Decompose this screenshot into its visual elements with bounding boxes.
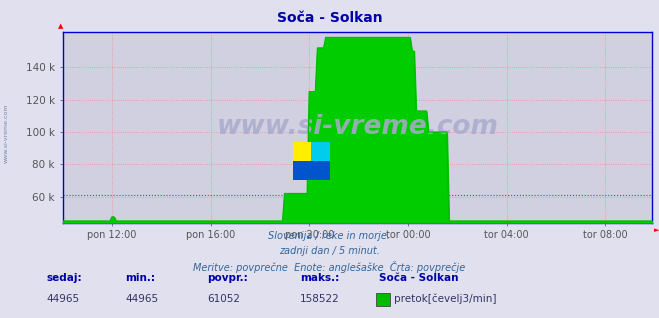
Text: www.si-vreme.com: www.si-vreme.com — [217, 114, 498, 140]
Text: pretok[čevelj3/min]: pretok[čevelj3/min] — [394, 294, 497, 304]
Text: zadnji dan / 5 minut.: zadnji dan / 5 minut. — [279, 246, 380, 256]
Text: www.si-vreme.com: www.si-vreme.com — [4, 104, 9, 163]
Text: sedaj:: sedaj: — [46, 273, 82, 283]
Bar — [312, 142, 330, 161]
Text: Soča - Solkan: Soča - Solkan — [277, 11, 382, 25]
Text: 61052: 61052 — [208, 294, 241, 304]
Bar — [293, 161, 330, 180]
Text: 44965: 44965 — [46, 294, 79, 304]
Text: Soča - Solkan: Soča - Solkan — [379, 273, 459, 283]
Text: Meritve: povprečne  Enote: anglešaške  Črta: povprečje: Meritve: povprečne Enote: anglešaške Črt… — [193, 261, 466, 273]
Text: min.:: min.: — [125, 273, 156, 283]
Text: povpr.:: povpr.: — [208, 273, 248, 283]
Text: ►: ► — [654, 227, 659, 233]
Text: maks.:: maks.: — [300, 273, 339, 283]
Text: ▲: ▲ — [59, 23, 64, 29]
Bar — [293, 142, 312, 161]
Text: 158522: 158522 — [300, 294, 339, 304]
Text: 44965: 44965 — [125, 294, 158, 304]
Text: Slovenija / reke in morje.: Slovenija / reke in morje. — [268, 231, 391, 240]
